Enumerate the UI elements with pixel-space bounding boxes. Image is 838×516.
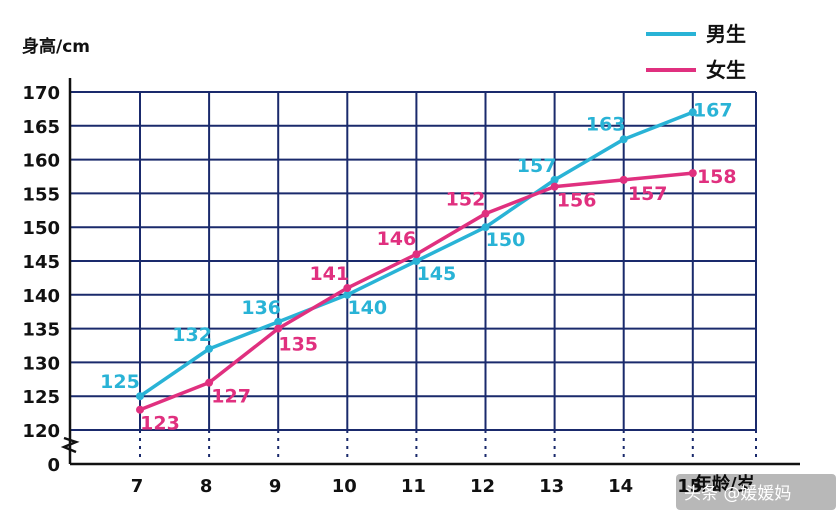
data-point-boys	[481, 223, 490, 232]
y-tick-label: 0	[47, 455, 60, 476]
watermark-backdrop	[676, 474, 836, 510]
x-tick-label: 9	[269, 476, 282, 497]
data-label-girls: 123	[140, 413, 180, 435]
x-tick-label: 12	[470, 476, 495, 497]
data-label-girls: 156	[557, 190, 597, 212]
y-axis-label: 身高/cm	[22, 36, 90, 57]
x-tick-label: 13	[539, 476, 564, 497]
x-tick-label: 15	[677, 476, 702, 497]
data-point-girls	[136, 405, 144, 414]
data-point-girls	[343, 284, 352, 293]
data-point-girls	[481, 209, 490, 218]
data-point-boys	[274, 317, 283, 326]
data-point-boys	[205, 344, 214, 353]
legend-label-girls: 女生	[706, 58, 746, 82]
data-label-boys: 150	[486, 229, 526, 251]
data-point-girls	[688, 169, 697, 178]
data-label-boys: 132	[172, 324, 212, 346]
y-tick-label: 165	[22, 117, 60, 138]
data-label-girls: 141	[309, 263, 349, 285]
y-tick-label: 125	[22, 387, 60, 408]
data-point-boys	[343, 290, 352, 299]
data-point-girls	[274, 324, 283, 333]
x-tick-label: 11	[401, 476, 426, 497]
data-label-girls: 158	[697, 166, 737, 188]
data-label-boys: 167	[693, 99, 733, 121]
data-label-boys: 163	[586, 113, 626, 135]
grid	[70, 91, 757, 460]
data-label-boys: 125	[100, 371, 140, 393]
watermark: 头条 @媛媛妈	[676, 474, 836, 510]
data-point-boys	[619, 135, 628, 144]
data-label-boys: 145	[417, 263, 457, 285]
data-point-boys	[412, 257, 421, 265]
y-axis-break-mark	[60, 436, 80, 454]
y-tick-label: 150	[22, 218, 60, 239]
axes	[60, 78, 800, 466]
data-point-girls	[550, 182, 559, 191]
x-tick-label: 14	[608, 476, 633, 497]
data-label-girls: 157	[628, 183, 668, 205]
series-layer	[136, 108, 697, 414]
legend: 男生 女生	[646, 22, 746, 82]
y-tick-label: 160	[22, 151, 60, 172]
x-tick-labels: 7 8 9 10 11 12 13 14 15	[131, 476, 703, 497]
x-axis-label: 年龄/岁	[694, 473, 755, 495]
y-tick-label: 140	[22, 286, 60, 307]
data-point-girls	[619, 175, 628, 184]
x-tick-label: 7	[131, 476, 144, 497]
data-label-boys: 157	[517, 155, 557, 177]
y-tick-label: 135	[22, 320, 60, 341]
data-point-boys	[136, 392, 144, 401]
data-point-boys	[550, 175, 559, 184]
data-label-girls: 152	[446, 189, 486, 211]
data-label-girls: 135	[278, 334, 318, 356]
legend-label-boys: 男生	[706, 22, 746, 46]
data-label-girls: 127	[211, 386, 251, 408]
y-tick-label: 155	[22, 184, 60, 205]
data-label-boys: 140	[347, 297, 387, 319]
data-point-girls	[205, 378, 214, 387]
y-tick-label: 145	[22, 252, 60, 273]
data-label-boys: 136	[241, 297, 281, 319]
data-label-girls: 146	[377, 228, 417, 250]
y-tick-label: 120	[22, 421, 60, 442]
x-tick-label: 8	[200, 476, 213, 497]
y-tick-labels: 0 120 125 130 135 140 145 150 155 160 165 170	[22, 83, 60, 476]
x-tick-label: 10	[332, 476, 357, 497]
y-tick-label: 130	[22, 353, 60, 374]
data-point-girls	[412, 250, 421, 259]
data-point-boys	[688, 108, 697, 117]
data-labels: 125 132 136 140 145 150 157 163 167 123 127 135 141 1…	[100, 99, 736, 434]
y-tick-label: 170	[22, 83, 60, 104]
watermark-text: 头条 @媛媛妈	[684, 484, 791, 504]
